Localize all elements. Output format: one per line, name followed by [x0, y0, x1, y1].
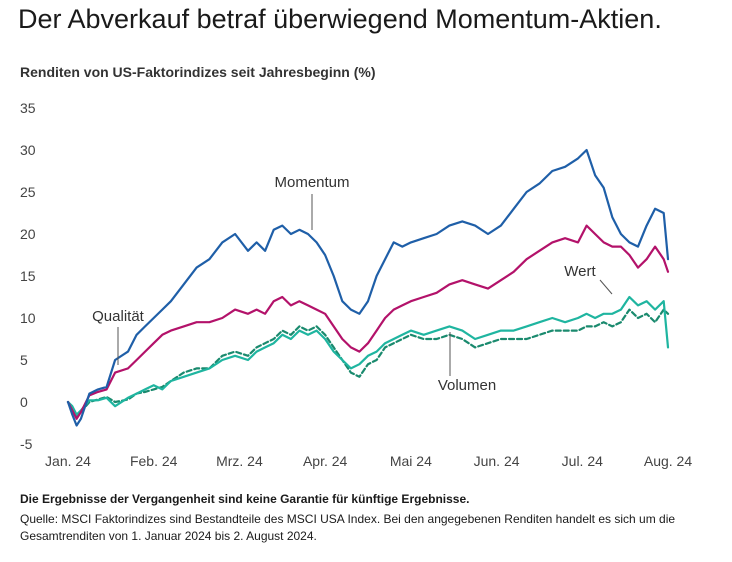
annotation-label: Volumen — [438, 377, 496, 394]
chart-title: Der Abverkauf betraf überwiegend Momentu… — [18, 4, 662, 34]
x-tick-label: Jul. 24 — [562, 453, 603, 469]
annotation-label: Momentum — [274, 174, 349, 191]
y-tick-label: 0 — [20, 394, 28, 410]
series-line-wert — [66, 295, 670, 416]
x-tick-label: Aug. 24 — [644, 453, 692, 469]
x-tick-label: Jun. 24 — [474, 453, 520, 469]
series-lines — [66, 148, 670, 427]
series-line-momentum — [66, 148, 670, 427]
x-tick-label: Jan. 24 — [45, 453, 91, 469]
y-axis-ticks: 35 30 25 20 15 10 5 0 -5 — [20, 100, 36, 452]
y-tick-label: 30 — [20, 142, 36, 158]
y-tick-label: 20 — [20, 226, 36, 242]
y-tick-label: 10 — [20, 310, 36, 326]
y-tick-label: 15 — [20, 268, 36, 284]
y-tick-label: 5 — [20, 352, 28, 368]
line-chart: 35 30 25 20 15 10 5 0 -5 Jan. 24 Feb. 24 Mrz. 24 Ap… — [20, 100, 692, 469]
x-axis-ticks: Jan. 24 Feb. 24 Mrz. 24 Apr. 24 Mai 24 Jun. 2… — [45, 453, 692, 469]
series-line-volumen — [66, 308, 670, 419]
y-tick-label: 35 — [20, 100, 36, 116]
annotation-label: Wert — [564, 263, 596, 280]
chart-subtitle: Renditen von US-Faktorindizes seit Jahre… — [20, 64, 376, 80]
annotation-label: Qualität — [92, 308, 145, 325]
source-note: Quelle: MSCI Faktorindizes sind Bestandt… — [20, 512, 676, 543]
x-tick-label: Mai 24 — [390, 453, 432, 469]
annotation-leader-line — [599, 279, 613, 295]
x-tick-label: Feb. 24 — [130, 453, 178, 469]
x-tick-label: Mrz. 24 — [216, 453, 263, 469]
y-tick-label: 25 — [20, 184, 36, 200]
x-tick-label: Apr. 24 — [303, 453, 348, 469]
series-line-qualitt — [66, 224, 670, 420]
y-tick-label: -5 — [20, 436, 33, 452]
annotations: Momentum Qualität Wert Volumen — [92, 174, 613, 394]
disclaimer-text: Die Ergebnisse der Vergangenheit sind ke… — [20, 492, 470, 506]
